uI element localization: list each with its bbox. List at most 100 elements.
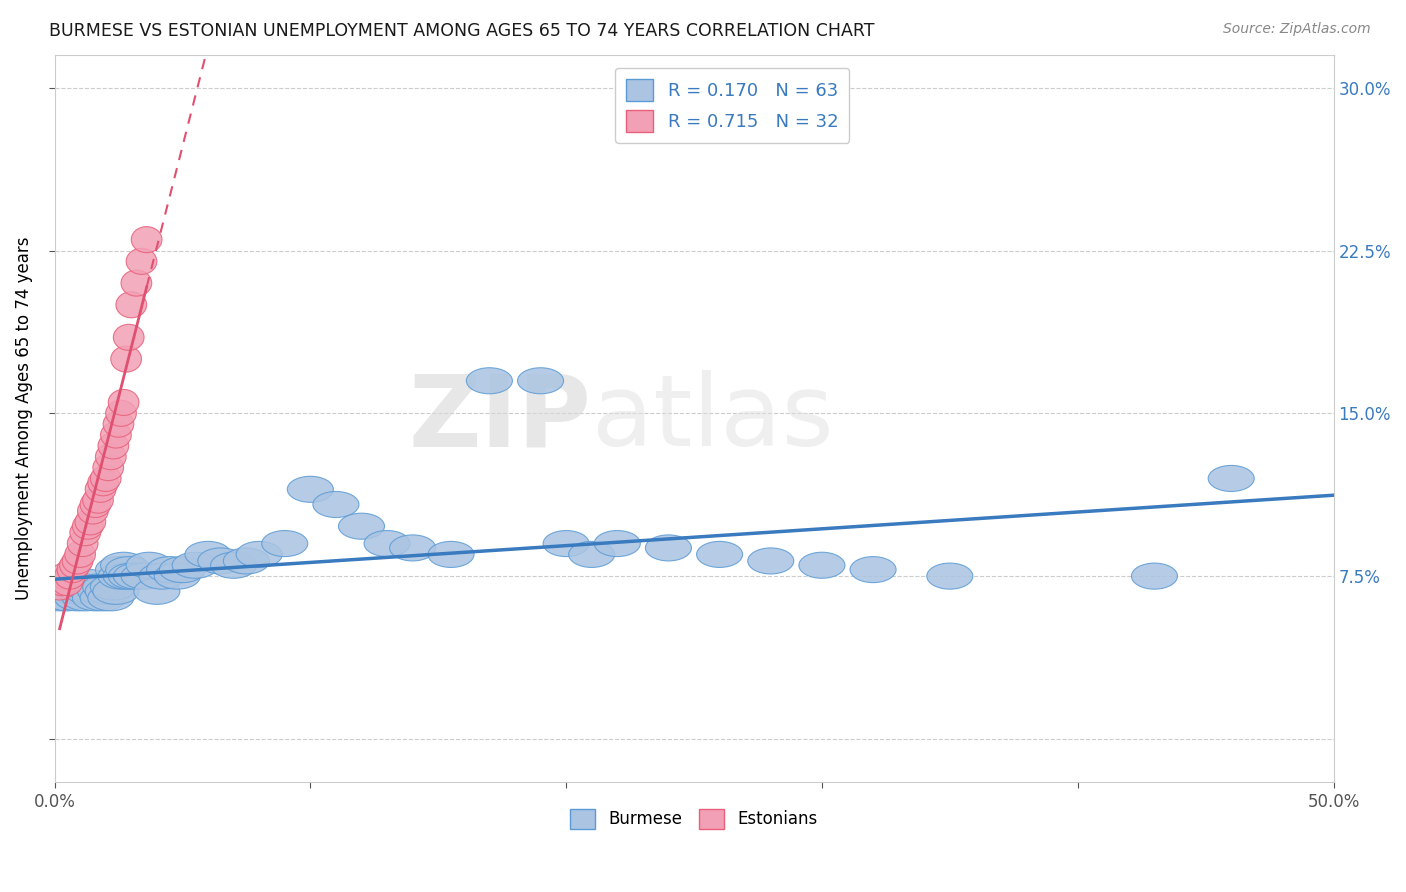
Ellipse shape <box>62 585 108 611</box>
Ellipse shape <box>75 508 105 535</box>
Ellipse shape <box>52 578 98 605</box>
Ellipse shape <box>55 563 86 589</box>
Ellipse shape <box>86 578 131 605</box>
Ellipse shape <box>131 227 162 252</box>
Ellipse shape <box>287 476 333 502</box>
Ellipse shape <box>1132 563 1177 589</box>
Ellipse shape <box>111 346 142 372</box>
Ellipse shape <box>39 574 86 600</box>
Ellipse shape <box>389 535 436 561</box>
Ellipse shape <box>93 455 124 481</box>
Ellipse shape <box>96 443 127 470</box>
Ellipse shape <box>146 557 193 582</box>
Ellipse shape <box>77 578 124 605</box>
Ellipse shape <box>155 563 200 589</box>
Ellipse shape <box>108 390 139 416</box>
Text: Source: ZipAtlas.com: Source: ZipAtlas.com <box>1223 22 1371 37</box>
Ellipse shape <box>80 585 127 611</box>
Ellipse shape <box>45 574 75 600</box>
Legend: Burmese, Estonians: Burmese, Estonians <box>564 802 824 836</box>
Ellipse shape <box>42 578 87 605</box>
Ellipse shape <box>37 585 83 611</box>
Ellipse shape <box>52 570 83 596</box>
Ellipse shape <box>595 531 640 557</box>
Ellipse shape <box>73 585 118 611</box>
Ellipse shape <box>927 563 973 589</box>
Ellipse shape <box>105 557 152 582</box>
Ellipse shape <box>568 541 614 567</box>
Y-axis label: Unemployment Among Ages 65 to 74 years: Unemployment Among Ages 65 to 74 years <box>15 237 32 600</box>
Ellipse shape <box>77 498 108 524</box>
Ellipse shape <box>1208 466 1254 491</box>
Ellipse shape <box>96 557 142 582</box>
Ellipse shape <box>211 552 257 578</box>
Ellipse shape <box>139 563 186 589</box>
Ellipse shape <box>70 520 101 546</box>
Ellipse shape <box>114 325 143 351</box>
Ellipse shape <box>90 574 136 600</box>
Ellipse shape <box>45 585 90 611</box>
Ellipse shape <box>49 570 96 596</box>
Ellipse shape <box>121 270 152 296</box>
Ellipse shape <box>87 470 118 496</box>
Ellipse shape <box>101 422 131 448</box>
Ellipse shape <box>108 563 155 589</box>
Ellipse shape <box>58 578 103 605</box>
Ellipse shape <box>98 563 143 589</box>
Ellipse shape <box>75 574 121 600</box>
Ellipse shape <box>62 548 93 574</box>
Ellipse shape <box>114 563 159 589</box>
Ellipse shape <box>67 570 114 596</box>
Ellipse shape <box>58 557 87 582</box>
Ellipse shape <box>314 491 359 517</box>
Text: ZIP: ZIP <box>409 370 592 467</box>
Ellipse shape <box>93 578 139 605</box>
Ellipse shape <box>67 531 98 557</box>
Ellipse shape <box>86 476 115 502</box>
Ellipse shape <box>339 513 384 540</box>
Ellipse shape <box>59 552 90 578</box>
Ellipse shape <box>101 552 146 578</box>
Ellipse shape <box>59 574 105 600</box>
Ellipse shape <box>364 531 411 557</box>
Ellipse shape <box>198 548 243 574</box>
Ellipse shape <box>467 368 512 393</box>
Ellipse shape <box>55 585 101 611</box>
Ellipse shape <box>83 574 129 600</box>
Ellipse shape <box>134 578 180 605</box>
Ellipse shape <box>159 557 205 582</box>
Ellipse shape <box>517 368 564 393</box>
Ellipse shape <box>98 433 129 458</box>
Ellipse shape <box>49 563 80 589</box>
Ellipse shape <box>851 557 896 582</box>
Ellipse shape <box>224 548 270 574</box>
Ellipse shape <box>262 531 308 557</box>
Ellipse shape <box>73 513 103 540</box>
Ellipse shape <box>127 552 172 578</box>
Ellipse shape <box>65 541 96 567</box>
Ellipse shape <box>748 548 794 574</box>
Text: atlas: atlas <box>592 370 834 467</box>
Ellipse shape <box>115 292 146 318</box>
Ellipse shape <box>127 248 157 275</box>
Ellipse shape <box>46 574 93 600</box>
Ellipse shape <box>799 552 845 578</box>
Ellipse shape <box>90 466 121 491</box>
Ellipse shape <box>70 578 115 605</box>
Ellipse shape <box>543 531 589 557</box>
Ellipse shape <box>87 585 134 611</box>
Ellipse shape <box>186 541 231 567</box>
Ellipse shape <box>172 552 218 578</box>
Ellipse shape <box>645 535 692 561</box>
Ellipse shape <box>80 491 111 517</box>
Ellipse shape <box>103 411 134 437</box>
Ellipse shape <box>83 487 114 513</box>
Ellipse shape <box>121 563 167 589</box>
Ellipse shape <box>696 541 742 567</box>
Ellipse shape <box>65 578 111 605</box>
Ellipse shape <box>427 541 474 567</box>
Ellipse shape <box>103 563 149 589</box>
Text: BURMESE VS ESTONIAN UNEMPLOYMENT AMONG AGES 65 TO 74 YEARS CORRELATION CHART: BURMESE VS ESTONIAN UNEMPLOYMENT AMONG A… <box>49 22 875 40</box>
Ellipse shape <box>105 401 136 426</box>
Ellipse shape <box>236 541 283 567</box>
